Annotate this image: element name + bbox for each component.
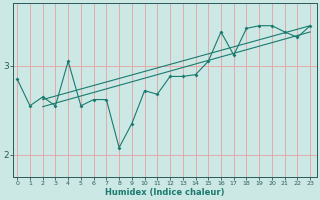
X-axis label: Humidex (Indice chaleur): Humidex (Indice chaleur): [105, 188, 225, 197]
